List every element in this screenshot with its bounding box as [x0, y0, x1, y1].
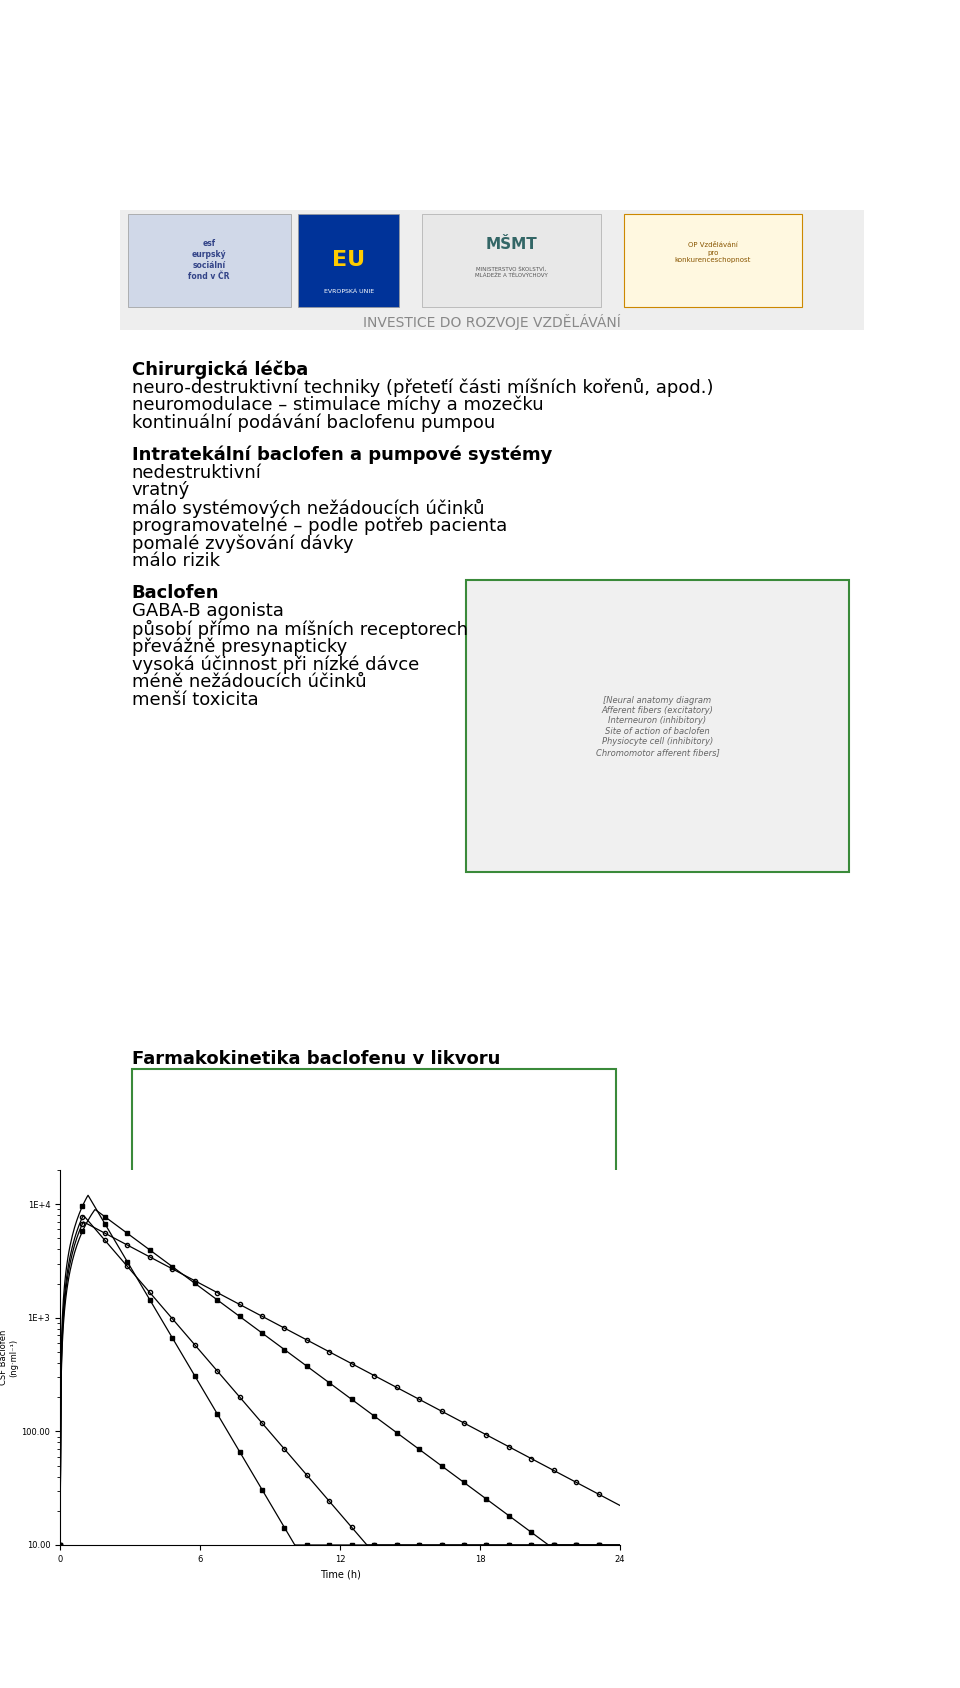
Text: vysoká účinnost při nízké dávce: vysoká účinnost při nízké dávce	[132, 655, 419, 674]
Y-axis label: CSF Baclofen
(ng·ml⁻¹): CSF Baclofen (ng·ml⁻¹)	[0, 1330, 18, 1386]
Text: GABA-B agonista: GABA-B agonista	[132, 603, 283, 619]
Text: EU: EU	[332, 250, 365, 270]
Text: [Neural anatomy diagram
Afferent fibers (excitatory)
Interneuron (inhibitory)
Si: [Neural anatomy diagram Afferent fibers …	[595, 695, 719, 756]
X-axis label: Time (h): Time (h)	[320, 1570, 360, 1580]
Text: působí přímo na míšních receptorech: působí přímo na míšních receptorech	[132, 619, 468, 640]
Text: Intratekální baclofen a pumpové systémy: Intratekální baclofen a pumpové systémy	[132, 446, 552, 464]
Text: Fig.1.  Individual CSF baclofen concentrations (ng·ml⁻¹) versus: Fig.1. Individual CSF baclofen concentra…	[139, 1345, 460, 1355]
Text: programovatelné – podle potřeb pacienta: programovatelné – podle potřeb pacienta	[132, 517, 507, 535]
Text: menší toxicita: menší toxicita	[132, 690, 258, 709]
Text: nedestruktivní: nedestruktivní	[132, 464, 261, 481]
Text: převážně presynapticky: převážně presynapticky	[132, 638, 347, 657]
Bar	[120, 211, 864, 329]
Bar	[299, 214, 399, 307]
Text: Patient 4 □ 100 μg in 10 min: Patient 4 □ 100 μg in 10 min	[139, 1408, 271, 1416]
Text: neuro-destruktivní techniky (přeteťí části míšních kořenů, apod.): neuro-destruktivní techniky (přeteťí čás…	[132, 378, 713, 397]
Text: pomalé zvyšování dávky: pomalé zvyšování dávky	[132, 535, 353, 554]
Text: MŠMT: MŠMT	[486, 238, 538, 253]
Text: málo rizik: málo rizik	[132, 552, 220, 571]
Text: Patient 2 ■ 100 μg in 10 min: Patient 2 ■ 100 μg in 10 min	[139, 1382, 271, 1393]
Bar	[467, 581, 849, 873]
Text: méně nežádoucích účinků: méně nežádoucích účinků	[132, 674, 367, 690]
Bar	[624, 214, 802, 307]
Bar	[128, 214, 291, 307]
Bar	[422, 214, 601, 307]
Text: Chirurgická léčba: Chirurgická léčba	[132, 361, 308, 378]
Text: málo systémových nežádoucích účinků: málo systémových nežádoucích účinků	[132, 500, 484, 518]
Text: neuromodulace – stimulace míchy a mozečku: neuromodulace – stimulace míchy a mozečk…	[132, 395, 543, 414]
Bar	[132, 1069, 616, 1435]
Text: time (min) following intrathecal administration of baclofen.: time (min) following intrathecal adminis…	[139, 1359, 408, 1367]
Text: OP Vzdělávání
pro
konkurenceschopnost: OP Vzdělávání pro konkurenceschopnost	[675, 241, 751, 263]
Text: MINISTERSTVO ŠKOLSTVÍ,
MLÁDEŽE A TĚLOVÝCHOVY: MINISTERSTVO ŠKOLSTVÍ, MLÁDEŽE A TĚLOVÝC…	[475, 267, 548, 277]
Text: Patient 1 ○ 75 μg in 75 min: Patient 1 ○ 75 μg in 75 min	[139, 1371, 265, 1379]
Text: Baclofen: Baclofen	[132, 584, 219, 603]
Text: EVROPSKÁ UNIE: EVROPSKÁ UNIE	[324, 289, 373, 294]
Text: esf
eurpský
sociální
fond v ČR: esf eurpský sociální fond v ČR	[188, 240, 229, 282]
Text: Patient 3 ■ 136 μg in 12 min: Patient 3 ■ 136 μg in 12 min	[139, 1396, 271, 1404]
Text: kontinuální podávání baclofenu pumpou: kontinuální podávání baclofenu pumpou	[132, 414, 494, 432]
Text: INVESTICE DO ROZVOJE VZDĚLÁVÁNÍ: INVESTICE DO ROZVOJE VZDĚLÁVÁNÍ	[363, 314, 621, 329]
Text: vratný: vratný	[132, 481, 190, 500]
Text: Farmakokinetika baclofenu v likvoru: Farmakokinetika baclofenu v likvoru	[132, 1050, 500, 1067]
